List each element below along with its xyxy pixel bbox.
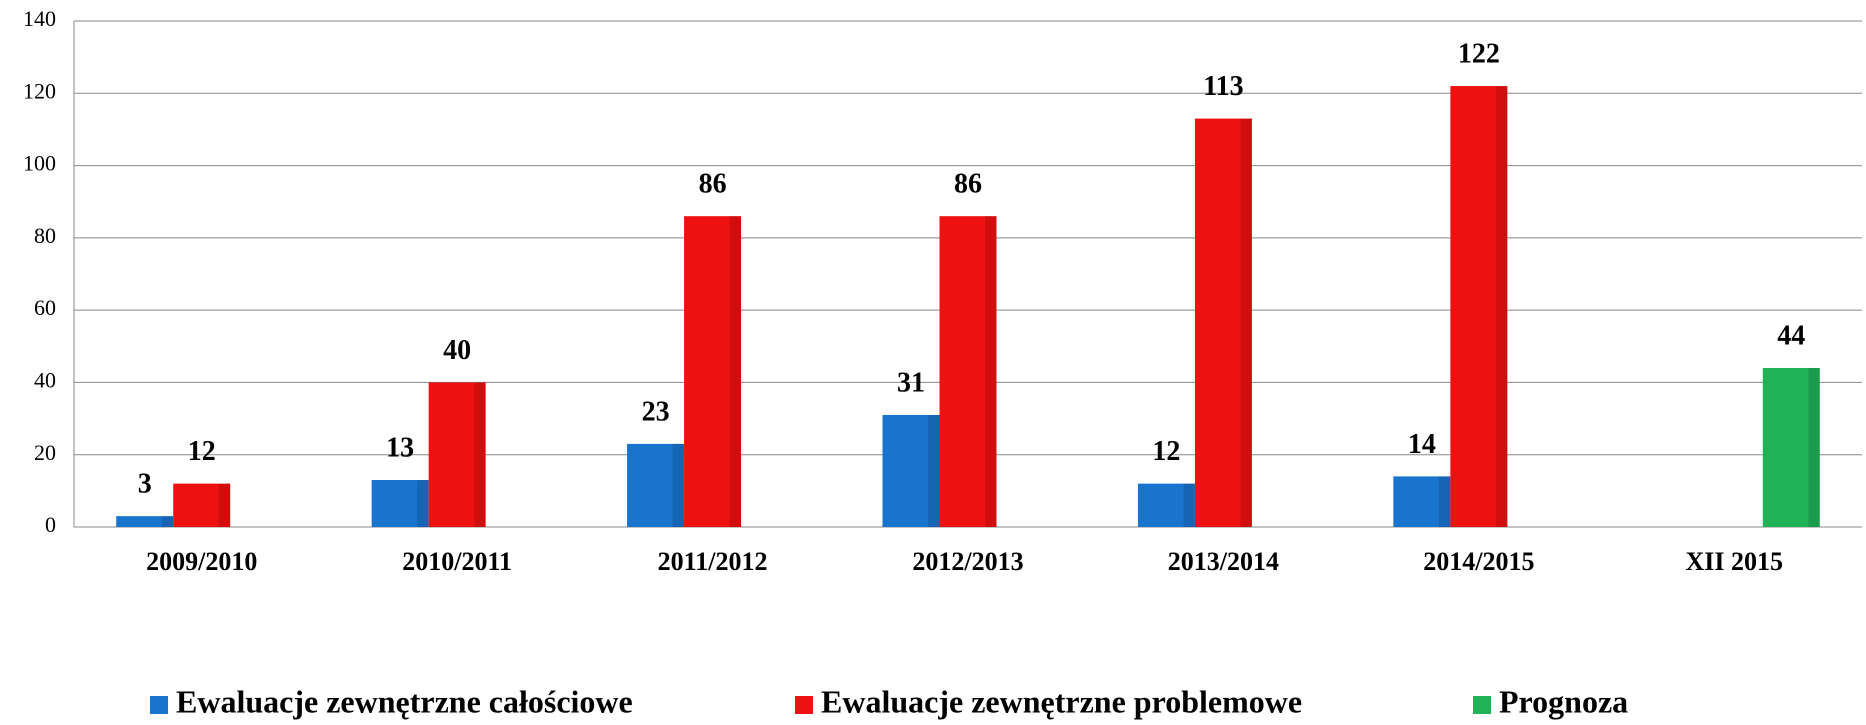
y-tick-label: 20 (34, 440, 56, 465)
data-label: 23 (642, 396, 670, 427)
y-tick-label: 40 (34, 367, 56, 392)
x-tick-label: 2010/2011 (402, 547, 512, 576)
bar-shade (161, 516, 174, 527)
bar-shade (1240, 118, 1252, 527)
data-label: 113 (1203, 71, 1243, 102)
bar-shade (218, 483, 231, 527)
legend-label: Prognoza (1499, 683, 1628, 719)
y-tick-label: 60 (34, 295, 56, 320)
x-tick-label: XII 2015 (1686, 547, 1784, 576)
legend-marker (150, 696, 168, 714)
bar (1450, 86, 1508, 528)
bar (1194, 118, 1252, 527)
legend-label: Ewaluacje zewnętrzne problemowe (821, 683, 1302, 719)
bar-shade (1495, 86, 1508, 528)
bar (1137, 483, 1195, 527)
legend-marker (1473, 696, 1491, 714)
bar (173, 483, 231, 527)
y-tick-label: 0 (45, 512, 56, 537)
x-tick-label: 2014/2015 (1423, 547, 1534, 576)
bar-shade (417, 480, 429, 527)
bar-shade (985, 216, 997, 527)
data-label: 14 (1408, 429, 1436, 460)
y-tick-label: 80 (34, 223, 56, 248)
data-label: 13 (386, 432, 414, 463)
bar (428, 382, 486, 527)
bar-shade (1808, 367, 1820, 527)
data-label: 40 (443, 335, 471, 366)
bar (1762, 367, 1820, 527)
data-label: 122 (1458, 38, 1500, 69)
data-label: 12 (188, 436, 216, 467)
bar (684, 216, 742, 527)
x-tick-label: 2012/2013 (912, 547, 1023, 576)
bar (371, 480, 429, 527)
y-tick-label: 100 (23, 151, 56, 176)
x-tick-label: 2009/2010 (146, 547, 257, 576)
x-tick-label: 2013/2014 (1168, 547, 1279, 576)
x-tick-label: 2011/2012 (658, 547, 768, 576)
data-label: 86 (699, 169, 727, 200)
data-label: 44 (1777, 320, 1805, 351)
legend-marker (795, 696, 813, 714)
bar-shade (672, 443, 685, 527)
bar-shade (1438, 476, 1451, 527)
bar (116, 516, 174, 527)
data-label: 86 (954, 169, 982, 200)
data-label: 12 (1152, 436, 1180, 467)
bar (939, 216, 997, 527)
y-tick-label: 120 (23, 78, 56, 103)
bar-shade (1183, 483, 1195, 527)
y-tick-label: 140 (23, 6, 56, 31)
bar (627, 443, 685, 527)
legend-label: Ewaluacje zewnętrzne całościowe (176, 683, 633, 719)
bar-shade (729, 216, 742, 527)
data-label: 31 (897, 367, 925, 398)
bar (1393, 476, 1451, 527)
data-label: 3 (138, 469, 152, 500)
bar-shade (474, 382, 486, 527)
bar (882, 414, 940, 527)
bar-shade (928, 414, 940, 527)
